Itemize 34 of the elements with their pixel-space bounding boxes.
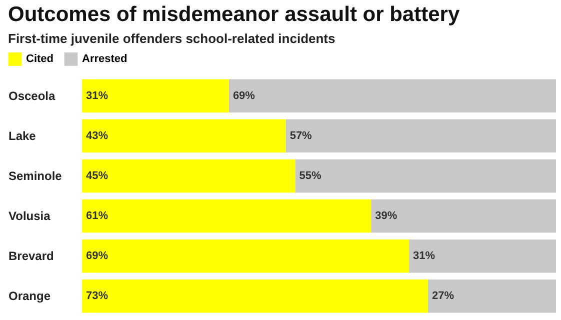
data-label: 39% [375,210,398,222]
bar [82,239,410,273]
data-label: 61% [86,210,108,222]
bar [82,199,372,233]
data-label: 55% [299,170,322,182]
data-label: 43% [86,130,108,142]
y-tick-label: Orange [8,289,51,304]
bar [286,119,556,153]
data-label: 69% [86,250,108,262]
data-label: 73% [86,290,108,302]
y-tick-label: Brevard [8,249,54,264]
bar [82,280,428,313]
bar [228,79,556,112]
bar [428,280,556,313]
bar [82,119,286,153]
y-tick-label: Lake [8,128,36,143]
bar [82,79,229,112]
y-tick-label: Seminole [8,168,62,183]
data-label: 69% [232,90,256,102]
bar [82,159,296,193]
bar [371,199,556,233]
y-tick-label: Osceola [8,88,56,103]
bar [409,239,556,273]
bar [295,159,556,193]
legend-label: Arrested [82,53,128,66]
y-tick-label: Volusia [8,209,51,224]
chart-title: Outcomes of misdemeanor assault or battery [8,3,460,26]
legend-label: Cited [26,53,54,66]
data-label: 31% [86,90,108,102]
chart-subtitle: First-time juvenile offenders school-related incidents [8,31,336,46]
data-label: 27% [432,290,454,302]
data-label: 57% [290,130,312,142]
data-label: 31% [413,250,436,262]
data-label: 45% [86,170,108,182]
